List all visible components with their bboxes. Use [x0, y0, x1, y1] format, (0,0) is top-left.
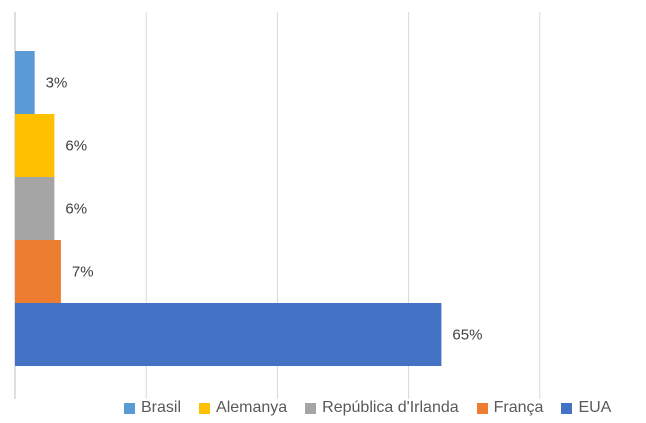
data-label-eua: 65% — [452, 327, 482, 344]
legend-item-rep-blica-d-irlanda: República d'Irlanda — [305, 399, 459, 417]
legend-label-rep-blica-d-irlanda: República d'Irlanda — [322, 399, 459, 416]
data-label-alemanya: 6% — [65, 138, 87, 155]
legend-label-eua: EUA — [578, 399, 612, 416]
legend-swatch-eua — [561, 402, 573, 414]
legend-label-brasil: Brasil — [141, 399, 182, 416]
legend-label-fran-a: França — [493, 399, 544, 416]
bar-alemanya — [15, 114, 55, 177]
legend-label-alemanya: Alemanya — [216, 399, 288, 416]
bar-eua — [15, 303, 442, 366]
legend-swatch-brasil — [124, 402, 135, 414]
legend-swatch-fran-a — [476, 402, 488, 414]
chart-legend: Brasil Alemanya República d'Irlanda França E… — [124, 399, 629, 417]
legend-swatch-rep-blica-d-irlanda — [305, 402, 317, 414]
bar-rep-blica-d-irlanda — [15, 177, 55, 240]
legend-item-fran-a: França — [476, 399, 544, 417]
data-label-rep-blica-d-irlanda: 6% — [65, 201, 87, 218]
data-label-fran-a: 7% — [72, 264, 94, 281]
bar-fran-a — [15, 240, 61, 303]
legend-item-brasil: Brasil — [124, 399, 181, 417]
legend-item-alemanya: Alemanya — [199, 399, 287, 417]
legend-swatch-alemanya — [199, 402, 211, 414]
bar-brasil — [15, 51, 35, 114]
legend-item-eua: EUA — [561, 399, 611, 417]
data-label-brasil: 3% — [46, 75, 68, 92]
